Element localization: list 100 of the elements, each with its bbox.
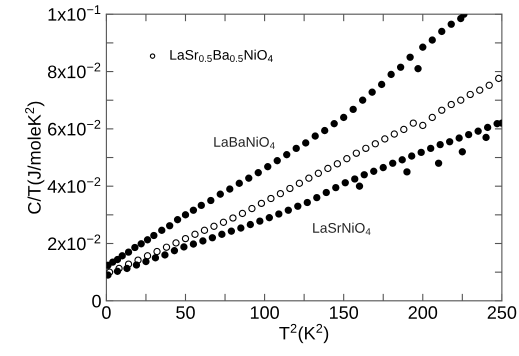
point: [138, 240, 145, 248]
point: [495, 74, 502, 82]
point: [284, 206, 292, 214]
point: [158, 226, 166, 234]
point: [466, 90, 474, 98]
point: [352, 150, 360, 157]
point: [220, 218, 228, 226]
point: [264, 163, 272, 170]
y-tick-label: 1x10$^{−1}$: [48, 5, 100, 21]
point: [419, 122, 426, 130]
point: [419, 44, 426, 51]
point: [118, 252, 126, 260]
point: [182, 211, 190, 219]
point: [256, 217, 264, 225]
point: [359, 96, 366, 104]
point: [324, 164, 332, 172]
point: [458, 148, 466, 156]
point: [174, 216, 182, 224]
point: [410, 119, 417, 127]
point: [330, 120, 338, 128]
point: [200, 226, 208, 234]
point: [398, 156, 406, 164]
point: [372, 140, 379, 148]
point: [457, 96, 464, 104]
point: [218, 230, 226, 238]
y-tick-label: 0: [92, 294, 101, 308]
point: [304, 198, 311, 206]
point: [144, 252, 152, 260]
point: [153, 248, 161, 256]
point: [482, 134, 490, 142]
point: [296, 180, 304, 187]
point: [190, 206, 198, 214]
point: [356, 182, 364, 190]
point: [131, 244, 139, 252]
point: [332, 184, 340, 192]
point: [305, 174, 313, 182]
point: [302, 139, 310, 147]
point: [132, 261, 140, 269]
point: [229, 214, 237, 222]
point: [254, 169, 262, 176]
point: [322, 188, 330, 196]
point: [448, 20, 455, 28]
point: [313, 194, 320, 202]
point: [228, 228, 236, 235]
point: [114, 268, 122, 275]
point: [484, 124, 492, 132]
point: [267, 194, 275, 202]
point: [266, 214, 273, 222]
point: [436, 140, 444, 148]
point: [208, 234, 216, 242]
x-tick-label: 100: [250, 306, 279, 319]
point: [150, 232, 158, 240]
point: [396, 64, 404, 71]
point: [198, 202, 205, 210]
y-tick-label: 8x10$^{−2}$: [48, 62, 100, 78]
point: [162, 244, 170, 251]
point: [378, 80, 386, 88]
point: [406, 54, 414, 61]
point: [340, 114, 348, 122]
point: [428, 114, 436, 122]
point: [237, 224, 245, 232]
point: [438, 28, 446, 36]
point: [170, 247, 178, 254]
point: [342, 179, 349, 186]
point: [199, 237, 207, 245]
point: [191, 230, 199, 238]
point: [351, 175, 358, 183]
point: [486, 82, 493, 89]
point: [106, 271, 112, 279]
point: [400, 126, 408, 134]
point: [389, 160, 396, 167]
point: [166, 222, 174, 230]
point: [387, 70, 395, 78]
point: [294, 202, 302, 210]
point: [210, 222, 218, 230]
point: [248, 204, 256, 212]
point: [427, 144, 434, 152]
point: [474, 128, 482, 135]
point: [314, 170, 322, 177]
point: [343, 155, 351, 162]
point: [258, 200, 266, 208]
point: [321, 126, 328, 134]
point: [172, 239, 180, 247]
x-tick-label: 0: [102, 306, 111, 319]
point: [123, 264, 131, 272]
point: [414, 65, 422, 72]
point: [226, 185, 234, 193]
y-tick-label: 6x10$^{−2}$: [48, 120, 100, 136]
point: [182, 234, 190, 242]
point: [246, 220, 254, 228]
point: [456, 134, 463, 142]
point: [360, 171, 368, 178]
point: [238, 210, 246, 218]
point: [380, 164, 387, 172]
point: [275, 210, 282, 218]
point: [180, 243, 188, 251]
point: [334, 160, 342, 168]
y-tick-label: 4x10$^{−2}$: [48, 177, 100, 193]
point: [245, 174, 252, 182]
point: [446, 138, 454, 146]
